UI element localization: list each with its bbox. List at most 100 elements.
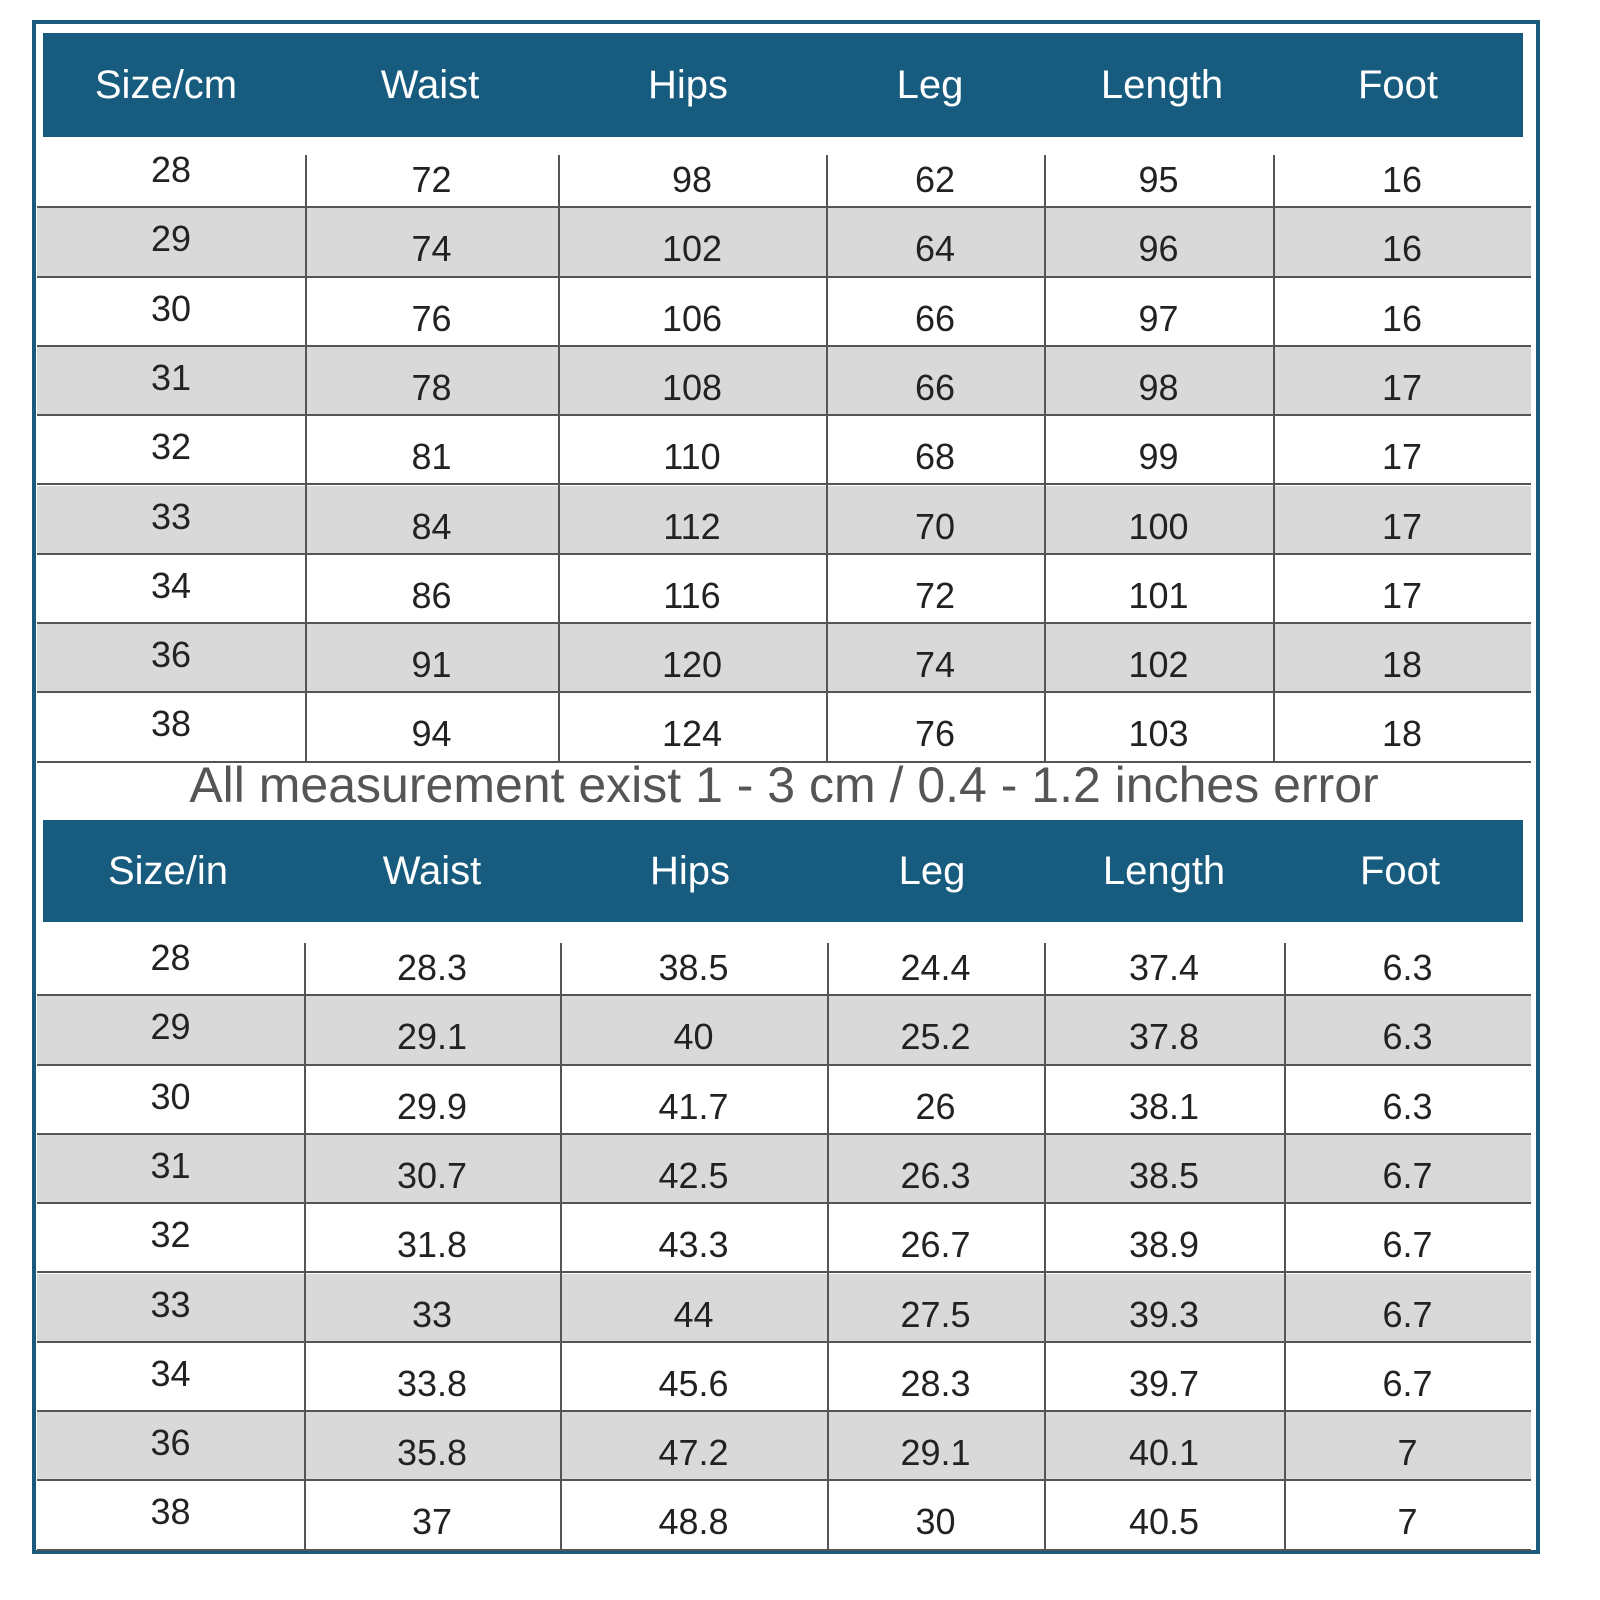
table-cell: 6.7 — [1382, 1224, 1433, 1266]
table-cell: 26.3 — [900, 1154, 971, 1196]
column-divider — [558, 155, 560, 763]
table-row — [37, 485, 1531, 555]
column-divider — [304, 943, 306, 1551]
table-cell: 102 — [661, 228, 723, 270]
table-cell: 34 — [150, 1352, 191, 1394]
note: All measurement exist 1 - 3 cm / 0.4 - 1… — [189, 757, 1379, 813]
table-cell: 18 — [1381, 713, 1423, 755]
column-divider — [305, 155, 307, 763]
table-cell: 25.2 — [900, 1016, 971, 1058]
table-row — [37, 1204, 1531, 1274]
header-cell: Foot — [1359, 849, 1441, 893]
table-cell: 6.7 — [1382, 1293, 1433, 1335]
header-cell: Leg — [896, 63, 964, 107]
table-row — [37, 1273, 1531, 1343]
table-cell: 76 — [411, 297, 452, 339]
table-cell: 7 — [1397, 1501, 1418, 1543]
table-cell: 97 — [1138, 297, 1179, 339]
table-cell: 86 — [411, 574, 452, 616]
table-cell: 30 — [915, 1501, 956, 1543]
table-cell: 96 — [1138, 228, 1179, 270]
table-cell: 30.7 — [396, 1154, 468, 1196]
table-cell: 28 — [150, 149, 192, 190]
table-cell: 74 — [914, 644, 956, 686]
table-cell: 16 — [1381, 159, 1423, 200]
table-cell: 70 — [914, 505, 956, 547]
table-cell: 7 — [1397, 1432, 1418, 1474]
table-cell: 31 — [150, 1144, 191, 1186]
table-cell: 66 — [914, 366, 956, 408]
table-cell: 29 — [150, 218, 192, 260]
table-cell: 16 — [1381, 228, 1423, 270]
header-cell: Hips — [647, 63, 729, 107]
table-header — [43, 33, 1523, 137]
table-cell: 45.6 — [658, 1362, 729, 1404]
table-cell: 40.1 — [1128, 1432, 1200, 1474]
table-cell: 31.8 — [396, 1224, 468, 1266]
table-cell: 29 — [150, 1006, 191, 1048]
header-cell: Leg — [898, 849, 966, 893]
table-cell: 38.1 — [1128, 1085, 1200, 1127]
table-cell: 26 — [915, 1085, 956, 1127]
table-cell: 29.9 — [396, 1085, 468, 1127]
table-cell: 38.5 — [1128, 1154, 1200, 1196]
table-cell: 116 — [663, 574, 721, 616]
table-cell: 94 — [411, 713, 452, 755]
table-header — [43, 820, 1523, 922]
column-divider — [1284, 943, 1286, 1551]
table-cell: 91 — [411, 644, 452, 686]
table-row — [37, 554, 1531, 625]
table-row — [37, 208, 1531, 278]
table-cell: 64 — [914, 228, 956, 270]
table-cell: 74 — [411, 228, 452, 270]
table-cell: 35.8 — [396, 1432, 468, 1474]
table-cell: 32 — [150, 426, 192, 468]
table-cell: 38 — [150, 1491, 191, 1533]
table-cell: 101 — [1128, 574, 1189, 616]
table-cell: 29.1 — [396, 1016, 468, 1058]
table-cell: 36 — [150, 634, 192, 676]
table-row — [37, 277, 1531, 347]
table-row — [37, 693, 1531, 763]
header-cell: Size/cm — [94, 63, 238, 107]
column-divider — [826, 155, 828, 763]
table-row — [37, 139, 1531, 209]
frame — [32, 20, 1540, 1554]
table-cell: 98 — [671, 159, 713, 200]
header-cell: Waist — [380, 63, 480, 107]
table-cell: 124 — [661, 713, 723, 755]
header-cell: Length — [1100, 63, 1224, 107]
table-cell: 6.3 — [1382, 1085, 1433, 1127]
table-cell: 100 — [1128, 505, 1189, 547]
table-cell: 42.5 — [658, 1154, 729, 1196]
header-cell: Waist — [382, 849, 482, 893]
header-cell: Size/in — [107, 849, 229, 893]
table-cell: 78 — [411, 366, 452, 408]
table-cell: 38 — [150, 703, 192, 745]
table-cell: 66 — [914, 297, 956, 339]
header-cell: Length — [1102, 849, 1226, 893]
table-row — [37, 1134, 1531, 1205]
table-cell: 6.3 — [1382, 947, 1433, 988]
table-cell: 37 — [411, 1501, 453, 1543]
table-cell: 24.4 — [900, 947, 971, 988]
table-cell: 72 — [914, 574, 956, 616]
table-cell: 39.3 — [1128, 1293, 1200, 1335]
table-cell: 28 — [150, 937, 191, 978]
table-cell: 103 — [1128, 713, 1189, 755]
table-cell: 112 — [663, 505, 721, 547]
table-cell: 27.5 — [900, 1293, 971, 1335]
table-cell: 99 — [1138, 436, 1179, 478]
column-divider — [1044, 943, 1046, 1551]
table-cell: 17 — [1381, 574, 1423, 616]
table-cell: 47.2 — [658, 1432, 729, 1474]
table-cell: 39.7 — [1128, 1362, 1200, 1404]
table-cell: 33.8 — [396, 1362, 468, 1404]
table-cell: 18 — [1381, 644, 1423, 686]
table-cell: 6.7 — [1382, 1154, 1433, 1196]
table-row — [37, 1342, 1531, 1413]
table-cell: 84 — [411, 505, 452, 547]
table-cell: 38.5 — [658, 947, 729, 988]
table-row — [37, 927, 1531, 997]
